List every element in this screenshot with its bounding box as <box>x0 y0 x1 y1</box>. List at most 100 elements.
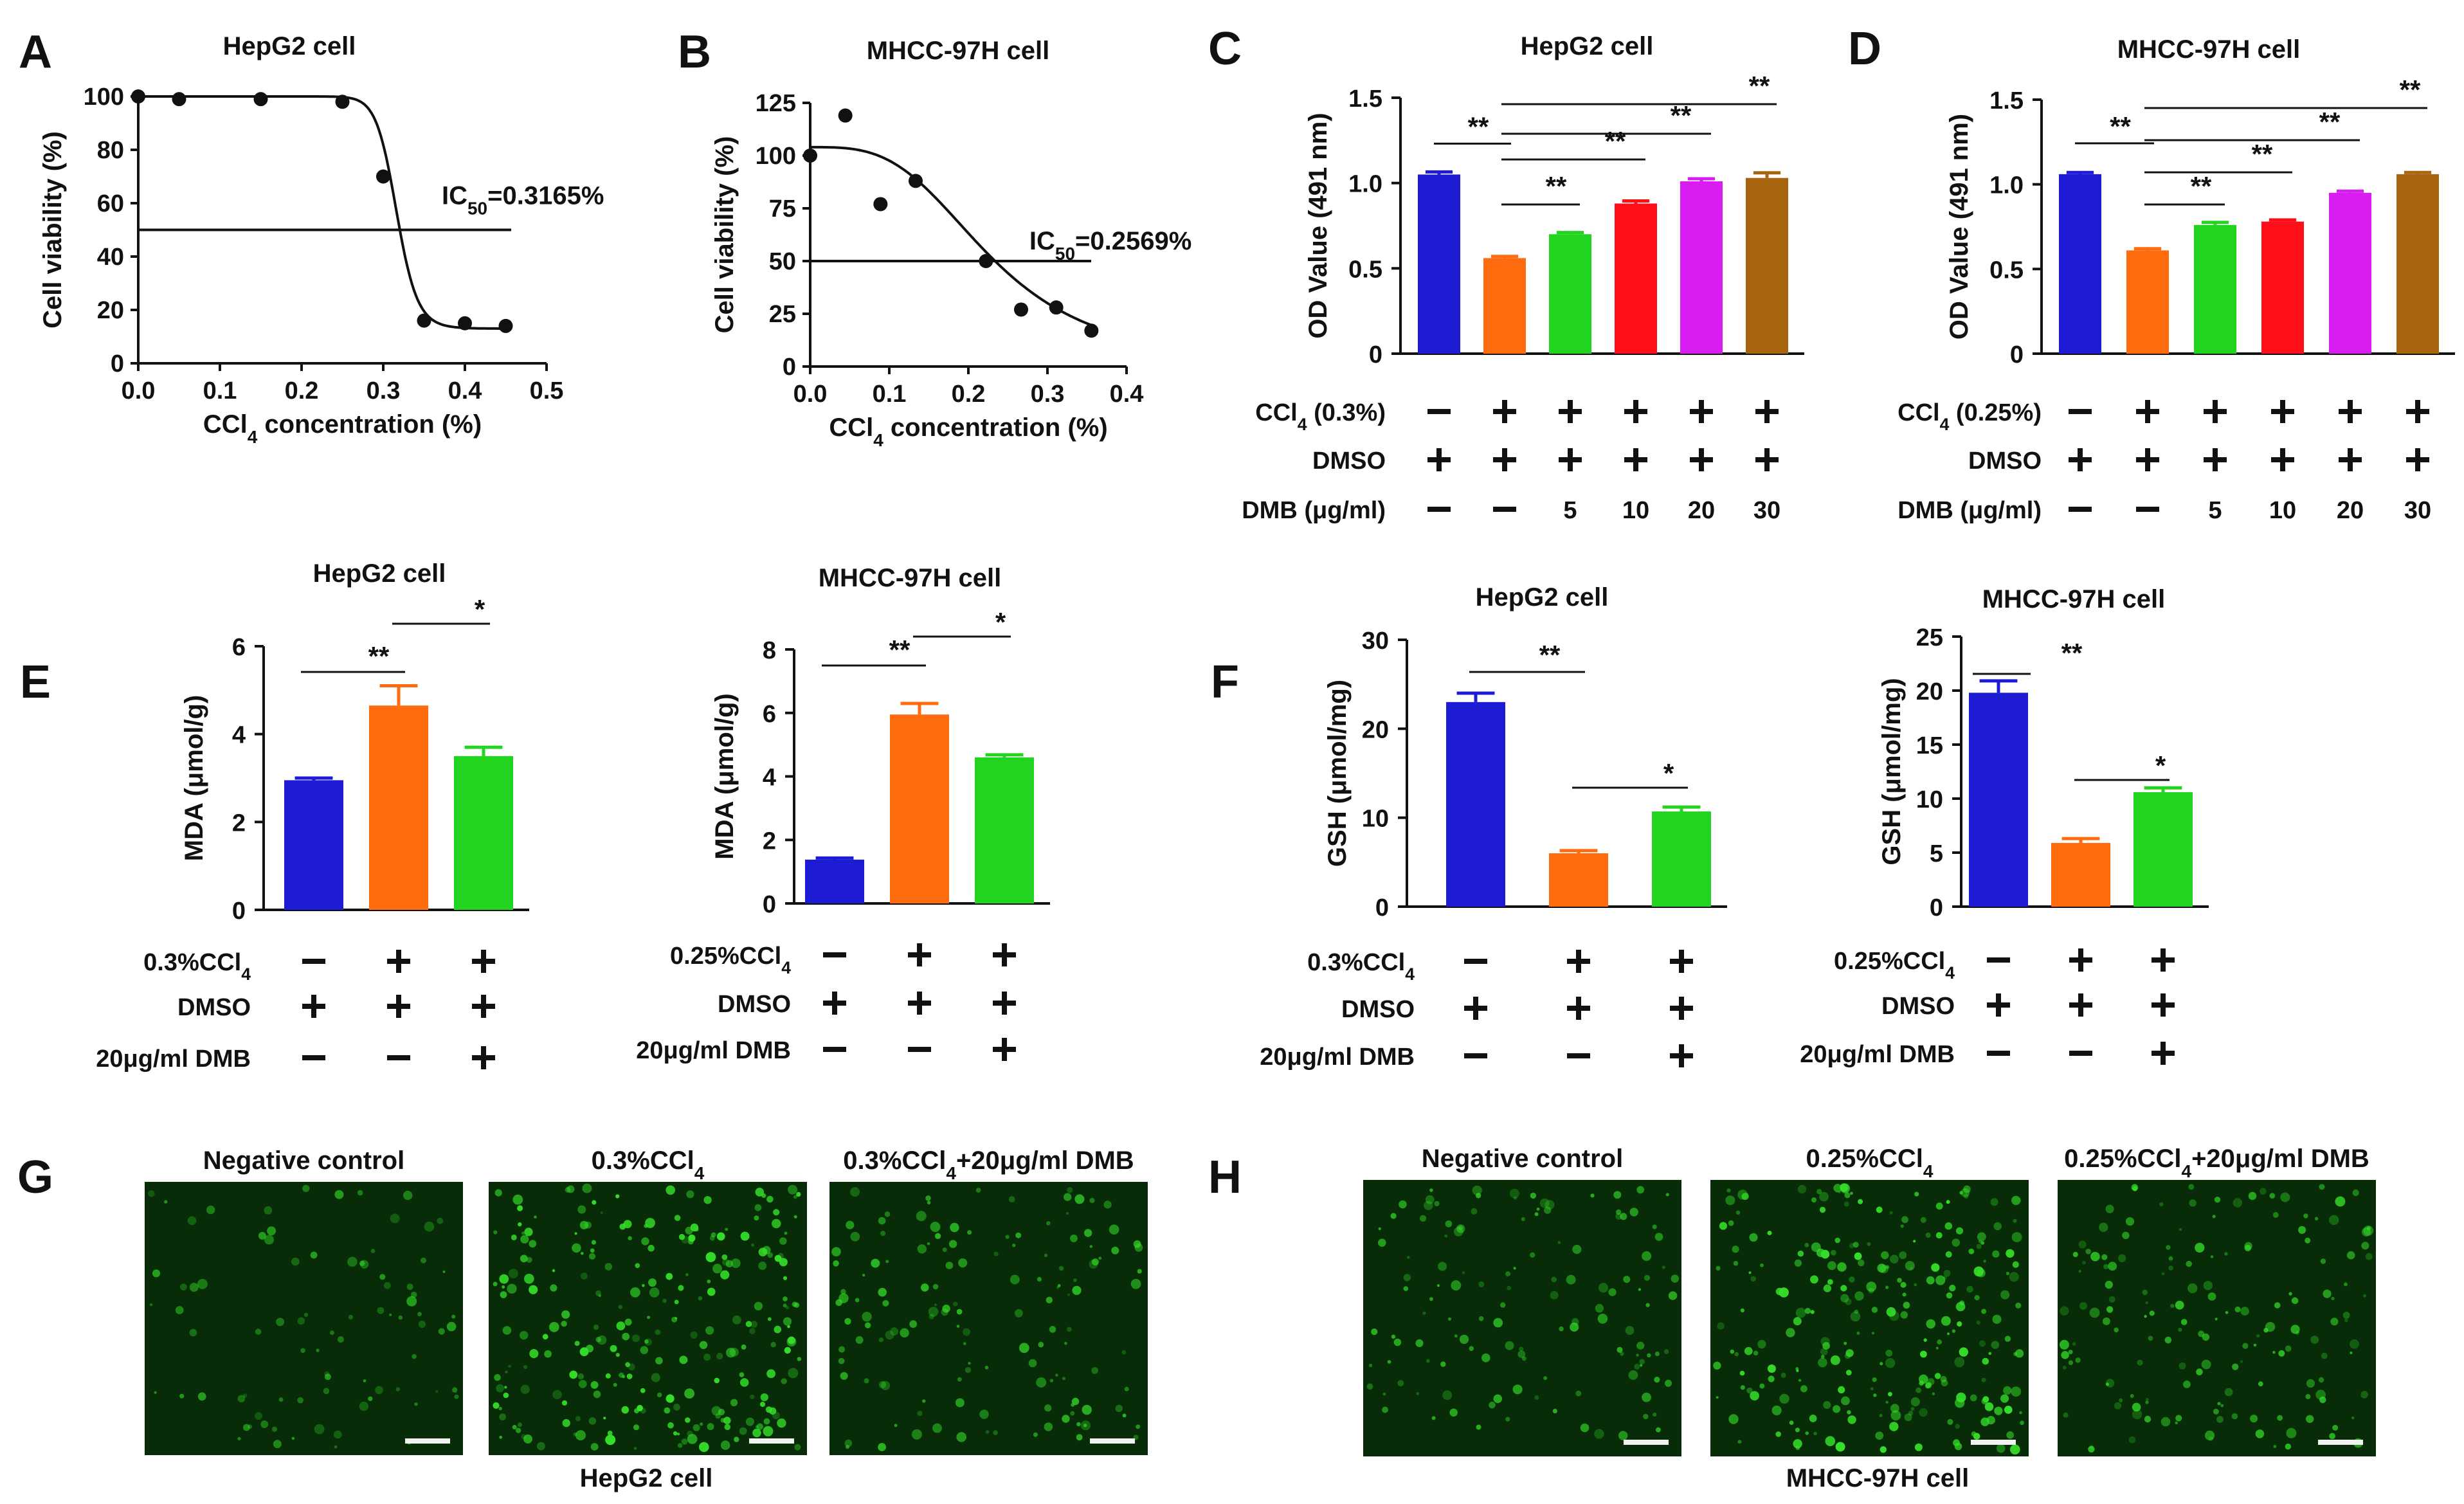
panel-letter-c: C <box>1208 23 1242 75</box>
fluorescent-cell <box>770 1342 776 1348</box>
fluorescent-cell <box>418 1320 426 1328</box>
fluorescent-cell <box>1795 1367 1799 1371</box>
condition-label: 20μg/ml DMB <box>96 1046 251 1073</box>
condition-symbol: 30 <box>1753 497 1780 524</box>
fluorescent-cell <box>1843 1341 1847 1345</box>
fluorescent-cell <box>237 1436 241 1441</box>
fluorescent-cell <box>1845 1298 1852 1305</box>
fluorescent-cell <box>1662 1265 1665 1269</box>
fluorescent-cell <box>2175 1421 2178 1424</box>
condition-label: DMB (μg/ml) <box>1242 497 1386 524</box>
fluorescent-cell <box>508 1269 518 1279</box>
fluorescent-cell <box>2000 1394 2009 1403</box>
fluorescent-cell <box>2108 1296 2115 1303</box>
fluorescent-cell <box>1986 1416 1995 1425</box>
y-axis-label: OD Value (491 nm) <box>1945 114 1973 340</box>
fluorescent-cell <box>2118 1254 2126 1263</box>
fluorescent-cell <box>838 1357 845 1364</box>
fluorescent-cell <box>1636 1341 1645 1350</box>
fluorescent-cell <box>1872 1377 1877 1382</box>
fluorescent-cell <box>1716 1396 1719 1399</box>
condition-symbol <box>1690 400 1713 423</box>
fluorescent-cell <box>1393 1338 1402 1346</box>
fluorescent-cell <box>1521 1356 1526 1361</box>
fluorescent-cell <box>1580 1423 1590 1433</box>
fluorescent-cell <box>2365 1253 2373 1260</box>
condition-symbol <box>2136 400 2159 423</box>
panel-letter-g: G <box>17 1152 53 1203</box>
fluorescent-cell <box>796 1191 801 1197</box>
fluorescent-cell <box>754 1204 762 1211</box>
fluorescent-cell <box>565 1186 571 1193</box>
fluorescent-cell <box>1422 1311 1426 1315</box>
fluorescent-cell <box>1843 1201 1849 1207</box>
fluorescent-cell <box>1717 1322 1725 1330</box>
fluorescent-cell <box>1445 1220 1453 1228</box>
fluorescent-cell <box>1795 1427 1800 1433</box>
fluorescent-cell <box>1868 1287 1874 1294</box>
fluorescent-cell <box>941 1308 948 1316</box>
fluorescent-cell <box>640 1388 646 1393</box>
fluorescent-cell <box>593 1324 599 1330</box>
fluorescent-cell <box>788 1368 799 1379</box>
condition-symbol <box>2069 948 2092 972</box>
fluorescent-cell <box>1949 1285 1956 1292</box>
micrograph-caption: HepG2 cell <box>580 1464 713 1492</box>
fluorescent-cell <box>644 1338 652 1346</box>
condition-symbol <box>1670 997 1693 1020</box>
fluorescent-cell <box>1103 1200 1112 1209</box>
fluorescent-cell <box>625 1362 630 1368</box>
fluorescent-cell <box>1840 1285 1847 1292</box>
fluorescent-cell <box>359 1401 369 1411</box>
fluorescent-cell <box>561 1321 567 1327</box>
fluorescent-cell <box>687 1434 698 1444</box>
fluorescent-cell <box>1834 1237 1840 1244</box>
fluorescent-cell <box>359 1260 365 1266</box>
fluorescent-cell <box>334 1190 344 1199</box>
y-tick-label: 25 <box>769 301 796 328</box>
fluorescent-cell <box>1634 1363 1640 1370</box>
fluorescent-cell <box>2122 1231 2130 1240</box>
fluorescent-cell <box>720 1270 730 1280</box>
fluorescent-cell <box>1810 1310 1815 1314</box>
fluorescent-cell <box>878 1381 887 1389</box>
fluorescent-cell <box>2089 1307 2100 1318</box>
fluorescent-cell <box>1478 1281 1485 1287</box>
micrograph-panel-g: Negative control 0.3%CCl4 0.3%CCl4+20μg/ml… <box>145 1146 1148 1492</box>
fluorescent-cell <box>1786 1328 1795 1337</box>
fluorescent-cell <box>1643 1413 1649 1420</box>
fluorescent-cell <box>2220 1404 2224 1408</box>
y-tick-label: 10 <box>1916 786 1943 813</box>
fluorescent-cell <box>840 1372 848 1380</box>
fluorescent-cell <box>957 1377 962 1382</box>
fluorescent-cell <box>1988 1352 1991 1355</box>
fluorescent-cell <box>1974 1295 1980 1301</box>
fluorescent-cell <box>1881 1251 1889 1260</box>
fluorescent-cell <box>840 1289 846 1295</box>
fluorescent-cell <box>502 1326 512 1335</box>
fluorescent-cell <box>2079 1302 2087 1310</box>
fluorescent-cell <box>739 1427 747 1435</box>
fluorescent-cell <box>323 1388 330 1395</box>
fluorescent-cell <box>1671 1274 1680 1283</box>
y-tick-label: 20 <box>1362 716 1389 743</box>
fluorescent-cell <box>716 1352 723 1360</box>
fluorescent-cell <box>333 1430 342 1439</box>
fluorescent-cell <box>640 1346 649 1354</box>
fluorescent-cell <box>1597 1314 1608 1324</box>
y-tick-label: 125 <box>756 90 796 117</box>
fluorescent-cell <box>2319 1396 2326 1404</box>
fluorescent-cell <box>963 1328 971 1336</box>
fluorescent-cell <box>1779 1287 1789 1298</box>
fluorescent-cell <box>1841 1396 1850 1406</box>
fluorescent-cell <box>446 1321 457 1332</box>
fluorescent-cell <box>1012 1244 1016 1247</box>
fluorescent-cell <box>2328 1215 2339 1226</box>
fluorescent-cell <box>2350 1339 2359 1349</box>
fluorescent-cell <box>2305 1394 2311 1399</box>
fluorescent-cell <box>900 1328 909 1337</box>
fluorescent-cell <box>855 1298 860 1303</box>
fluorescent-cell <box>1064 1341 1067 1345</box>
fluorescent-cell <box>1977 1232 1986 1242</box>
fluorescent-cell <box>615 1353 620 1357</box>
